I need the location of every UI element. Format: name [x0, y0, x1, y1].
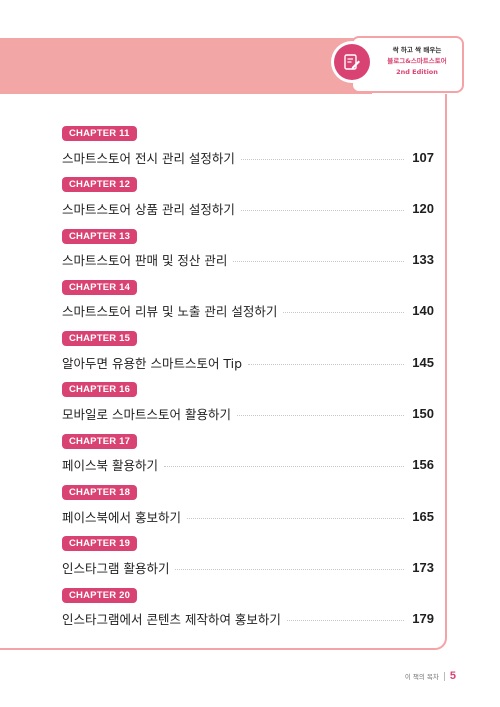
chapter-page-number: 133: [412, 252, 434, 268]
dot-leader: [233, 261, 404, 263]
chapter-badge: CHAPTER 11: [62, 126, 137, 141]
chapter-title: 스마트스토어 판매 및 정산 관리: [62, 253, 228, 269]
chapter-title: 인스타그램 활용하기: [62, 560, 170, 576]
chapter-page-number: 173: [412, 559, 434, 575]
chapter-page-number: 107: [412, 149, 434, 165]
toc-entry[interactable]: CHAPTER 15 알아두면 유용한 스마트스토어 Tip 145: [62, 331, 434, 382]
footer-divider: [443, 671, 445, 681]
toc-entry[interactable]: CHAPTER 13 스마트스토어 판매 및 정산 관리 133: [62, 228, 434, 280]
chapter-badge: CHAPTER 13: [62, 228, 138, 244]
chapter-badge: CHAPTER 12: [62, 177, 138, 193]
chapter-badge: CHAPTER 17: [62, 433, 138, 449]
book-title-line1: 싹 하고 싹 배우는: [392, 46, 442, 54]
toc-row: 인스타그램 활용하기 173: [62, 558, 434, 576]
dot-leader: [286, 620, 404, 622]
dot-leader: [283, 312, 404, 314]
toc-row: 스마트스토어 리뷰 및 노출 관리 설정하기 140: [62, 302, 434, 320]
dot-leader: [240, 209, 404, 211]
dot-leader: [240, 158, 404, 160]
chapter-title: 스마트스토어 상품 관리 설정하기: [62, 201, 235, 217]
toc-row: 모바일로 스마트스토어 활용하기 150: [62, 404, 434, 422]
chapter-badge: CHAPTER 19: [62, 536, 138, 552]
chapter-title: 알아두면 유용한 스마트스토어 Tip: [62, 355, 243, 371]
chapter-page-number: 156: [412, 457, 434, 473]
chapter-title: 페이스북 활용하기: [62, 458, 158, 474]
book-title: 싹 하고 싹 배우는 블로그&스마트스토어 2nd Edition: [372, 45, 462, 78]
chapter-page-number: 150: [412, 405, 434, 421]
header-band: [0, 38, 372, 94]
dot-leader: [175, 568, 404, 570]
page-footer: 이 책의 목차 5: [405, 670, 456, 682]
chapter-page-number: 145: [412, 354, 434, 370]
book-title-box: [351, 36, 464, 93]
toc-entry[interactable]: CHAPTER 17 페이스북 활용하기 156: [62, 433, 434, 485]
chapter-title: 스마트스토어 리뷰 및 노출 관리 설정하기: [62, 304, 278, 320]
chapter-badge: CHAPTER 14: [62, 279, 138, 295]
chapter-title: 모바일로 스마트스토어 활용하기: [62, 406, 231, 422]
toc-entry[interactable]: CHAPTER 11 스마트스토어 전시 관리 설정하기 107: [62, 126, 434, 177]
page-frame: [0, 94, 447, 650]
footer-label: 이 책의 목차: [404, 673, 439, 681]
toc-entry[interactable]: CHAPTER 14 스마트스토어 리뷰 및 노출 관리 설정하기 140: [62, 279, 434, 331]
chapter-page-number: 140: [412, 303, 434, 319]
dot-leader: [248, 363, 404, 365]
toc-row: 페이스북에서 홍보하기 165: [62, 507, 434, 525]
table-of-contents: CHAPTER 11 스마트스토어 전시 관리 설정하기 107 CHAPTER 12…: [62, 126, 434, 639]
chapter-page-number: 120: [412, 200, 434, 216]
toc-row: 스마트스토어 전시 관리 설정하기 107: [62, 148, 434, 166]
chapter-badge: CHAPTER 16: [62, 382, 138, 398]
chapter-page-number: 179: [412, 611, 434, 627]
toc-row: 알아두면 유용한 스마트스토어 Tip 145: [62, 353, 434, 371]
page-number: 5: [449, 670, 456, 682]
chapter-badge: CHAPTER 15: [62, 331, 138, 347]
chapter-title: 페이스북에서 홍보하기: [62, 509, 181, 525]
book-title-line2: 블로그&스마트스토어: [387, 57, 447, 65]
toc-entry[interactable]: CHAPTER 19 인스타그램 활용하기 173: [62, 536, 434, 587]
toc-row: 스마트스토어 판매 및 정산 관리 133: [62, 251, 434, 269]
toc-row: 페이스북 활용하기 156: [62, 456, 434, 474]
chapter-badge: CHAPTER 18: [62, 485, 138, 501]
dot-leader: [186, 517, 404, 519]
toc-row: 인스타그램에서 콘텐츠 제작하여 홍보하기 179: [62, 610, 434, 628]
toc-row: 스마트스토어 상품 관리 설정하기 120: [62, 199, 434, 217]
chapter-page-number: 165: [412, 508, 434, 524]
toc-entry[interactable]: CHAPTER 16 모바일로 스마트스토어 활용하기 150: [62, 382, 434, 433]
chapter-badge: CHAPTER 20: [62, 587, 138, 603]
pencil-note-icon: [334, 44, 370, 80]
dot-leader: [236, 414, 404, 416]
chapter-title: 스마트스토어 전시 관리 설정하기: [62, 150, 235, 166]
toc-entry[interactable]: CHAPTER 12 스마트스토어 상품 관리 설정하기 120: [62, 177, 434, 228]
book-edition: 2nd Edition: [396, 68, 438, 76]
dot-leader: [163, 466, 404, 468]
toc-entry[interactable]: CHAPTER 20 인스타그램에서 콘텐츠 제작하여 홍보하기 179: [62, 587, 434, 639]
chapter-title: 인스타그램에서 콘텐츠 제작하여 홍보하기: [62, 612, 281, 628]
toc-entry[interactable]: CHAPTER 18 페이스북에서 홍보하기 165: [62, 485, 434, 536]
